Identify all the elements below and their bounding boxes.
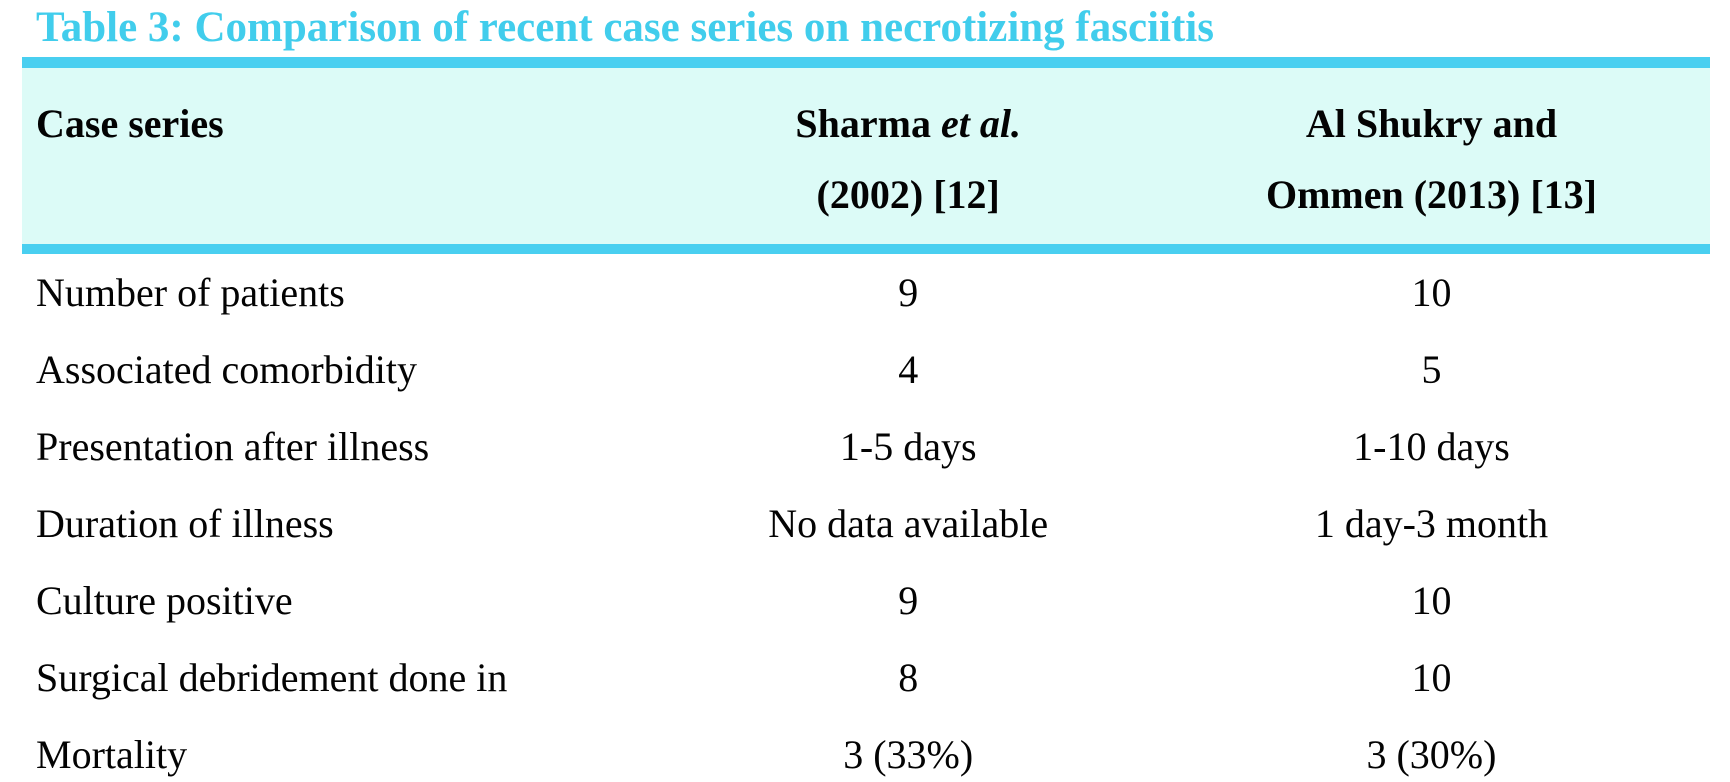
table-row: Surgical debridement done in 8 10 — [22, 639, 1710, 716]
table-top-rule — [22, 57, 1710, 68]
cell-sharma: No data available — [768, 501, 1049, 546]
row-label: Surgical debridement done in — [36, 655, 508, 700]
column-header-sharma-year-ref: (2002) [12] — [816, 172, 1000, 217]
comparison-table: Case series Sharma et al. (2002) [12] Al… — [22, 68, 1710, 782]
table-header: Case series Sharma et al. (2002) [12] Al… — [22, 68, 1710, 254]
column-header-alshukry-line2: Ommen (2013) [13] — [1265, 172, 1597, 217]
row-label: Presentation after illness — [36, 424, 430, 469]
cell-alshukry: 3 (30%) — [1366, 732, 1497, 777]
cell-sharma: 8 — [898, 655, 919, 700]
column-header-sharma: Sharma et al. (2002) [12] — [663, 68, 1153, 254]
cell-sharma: 9 — [898, 270, 919, 315]
table-row: Number of patients 9 10 — [22, 249, 1710, 331]
cell-sharma: 3 (33%) — [843, 732, 974, 777]
cell-sharma: 4 — [898, 347, 919, 392]
column-header-case-series: Case series — [22, 68, 664, 254]
table-caption: Table 3: Comparison of recent case serie… — [36, 4, 1214, 51]
column-header-sharma-name: Sharma — [795, 101, 941, 146]
cell-alshukry: 1 day-3 month — [1314, 501, 1549, 546]
cell-alshukry: 5 — [1421, 347, 1442, 392]
column-header-alshukry-line1: Al Shukry and — [1305, 101, 1558, 146]
table-row: Associated comorbidity 4 5 — [22, 331, 1710, 408]
table-row: Duration of illness No data available 1 … — [22, 485, 1710, 562]
cell-alshukry: 10 — [1411, 270, 1452, 315]
row-label: Mortality — [36, 732, 188, 777]
header-row: Case series Sharma et al. (2002) [12] Al… — [22, 68, 1710, 254]
row-label: Duration of illness — [36, 501, 334, 546]
cell-sharma: 9 — [898, 578, 919, 623]
row-label: Number of patients — [36, 270, 345, 315]
table-row: Presentation after illness 1-5 days 1-10… — [22, 408, 1710, 485]
cell-sharma: 1-5 days — [839, 424, 977, 469]
row-label: Culture positive — [36, 578, 293, 623]
row-label: Associated comorbidity — [36, 347, 418, 392]
table-body: Number of patients 9 10 Associated comor… — [22, 249, 1710, 782]
cell-alshukry: 1-10 days — [1353, 424, 1510, 469]
table-row: Mortality 3 (33%) 3 (30%) — [22, 716, 1710, 782]
cell-alshukry: 10 — [1411, 578, 1452, 623]
column-header-sharma-etal: et al. — [940, 101, 1021, 146]
cell-alshukry: 10 — [1411, 655, 1452, 700]
comparison-table-container: Case series Sharma et al. (2002) [12] Al… — [22, 57, 1710, 782]
table-row: Culture positive 9 10 — [22, 562, 1710, 639]
column-header-alshukry: Al Shukry and Ommen (2013) [13] — [1152, 68, 1710, 254]
